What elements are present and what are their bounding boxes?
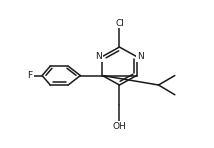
Text: Cl: Cl bbox=[115, 18, 124, 28]
Text: OH: OH bbox=[113, 122, 126, 131]
Text: N: N bbox=[95, 52, 102, 61]
Text: N: N bbox=[137, 52, 144, 61]
Text: F: F bbox=[28, 71, 33, 80]
